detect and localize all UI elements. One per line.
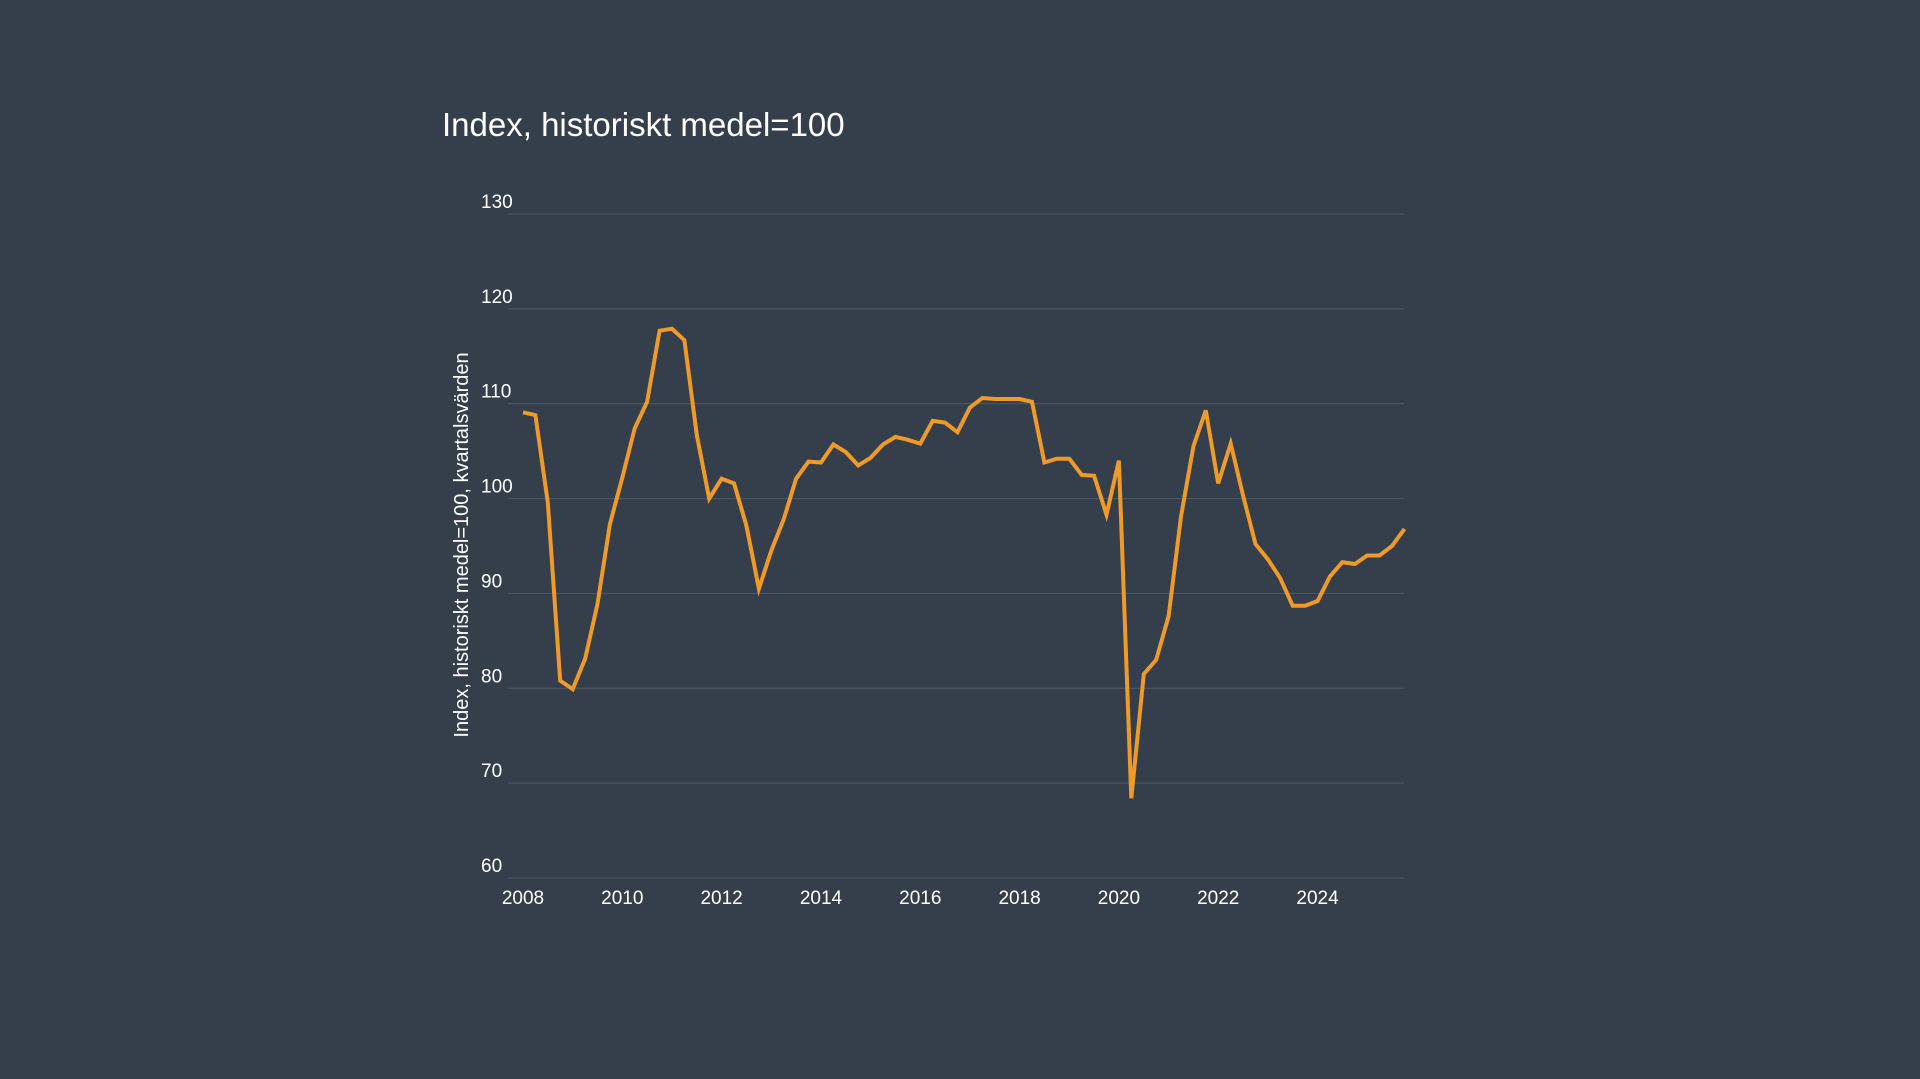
- y-tick-label: 70: [481, 761, 502, 782]
- series-index: [522, 326, 1407, 799]
- x-tick-label: 2014: [800, 888, 843, 909]
- y-tick-label: 90: [481, 571, 502, 592]
- x-tick-label: 2022: [1197, 888, 1239, 909]
- y-tick-label: 100: [481, 477, 513, 498]
- y-axis-label: Index, historiskt medel=100, kvartalsvär…: [451, 352, 473, 737]
- y-tick-label: 120: [481, 287, 513, 308]
- x-tick-label: 2016: [899, 888, 941, 909]
- y-tick-label: 130: [481, 192, 513, 213]
- x-tick-label: 2008: [502, 888, 544, 909]
- x-tick-label: 2020: [1098, 888, 1140, 909]
- y-tick-label: 80: [481, 666, 502, 687]
- x-axis-ticks: 2008 2010 2012 2014 2016 2018 2020 2022 2024: [502, 888, 1339, 909]
- series-line: [522, 326, 1407, 799]
- y-axis-ticks: 60 70 80 90 100 110 120 130: [481, 192, 513, 877]
- x-tick-label: 2024: [1296, 888, 1339, 909]
- x-tick-label: 2010: [601, 888, 643, 909]
- y-tick-label: 110: [481, 382, 511, 403]
- x-tick-label: 2012: [700, 888, 742, 909]
- x-tick-label: 2018: [998, 888, 1040, 909]
- chart-title: Index, historiskt medel=100: [442, 106, 845, 143]
- gridlines: [508, 213, 1404, 879]
- y-tick-label: 60: [481, 856, 502, 877]
